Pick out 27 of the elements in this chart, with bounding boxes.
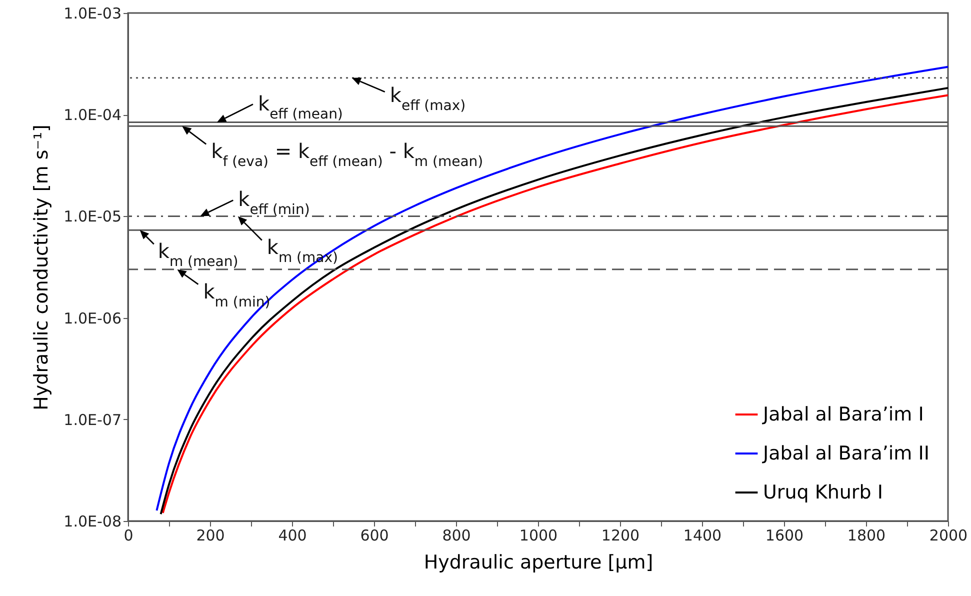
x-tick-label: 600: [360, 526, 389, 544]
x-tick-label: 2000: [929, 526, 968, 544]
x-tick-label: 0: [124, 526, 134, 544]
y-tick-label: 1.0E-06: [64, 309, 122, 328]
annotation: k$_{eff (mean)}$: [258, 91, 343, 122]
x-tick-label: 1000: [519, 526, 558, 544]
y-tick-label: 1.0E-08: [64, 512, 122, 530]
legend-label: Jabal al Bara’im I: [762, 404, 924, 426]
x-tick-label: 1800: [847, 526, 886, 544]
x-tick-label: 1600: [765, 526, 804, 544]
y-tick-label: 1.0E-04: [64, 106, 122, 124]
annotation: k$_{m (mean)}$: [158, 239, 238, 270]
x-tick-label: 200: [196, 526, 225, 544]
x-tick-label: 400: [278, 526, 307, 544]
legend-label: Jabal al Bara’im II: [762, 442, 930, 464]
annotation: k$_{eff (max)}$: [390, 82, 466, 114]
x-tick-label: 1200: [601, 526, 640, 544]
y-tick-label: 1.0E-05: [64, 208, 122, 226]
legend-label: Uruq Khurb I: [763, 482, 883, 504]
y-tick-label: 1.0E-07: [64, 410, 122, 429]
x-tick-label: 800: [442, 526, 471, 544]
annotation: k$_{f (eva)}$ = k$_{eff (mean)}$ - k$_{m (mean)}$: [211, 139, 484, 170]
y-axis-title: Hydraulic conductivity [m s⁻¹]: [30, 124, 53, 410]
x-tick-label: 1400: [683, 526, 722, 544]
x-axis-title: Hydraulic aperture [µm]: [424, 552, 654, 574]
annotation: k$_{eff (min)}$: [238, 187, 310, 218]
y-tick-label: 1.0E-03: [64, 4, 122, 22]
